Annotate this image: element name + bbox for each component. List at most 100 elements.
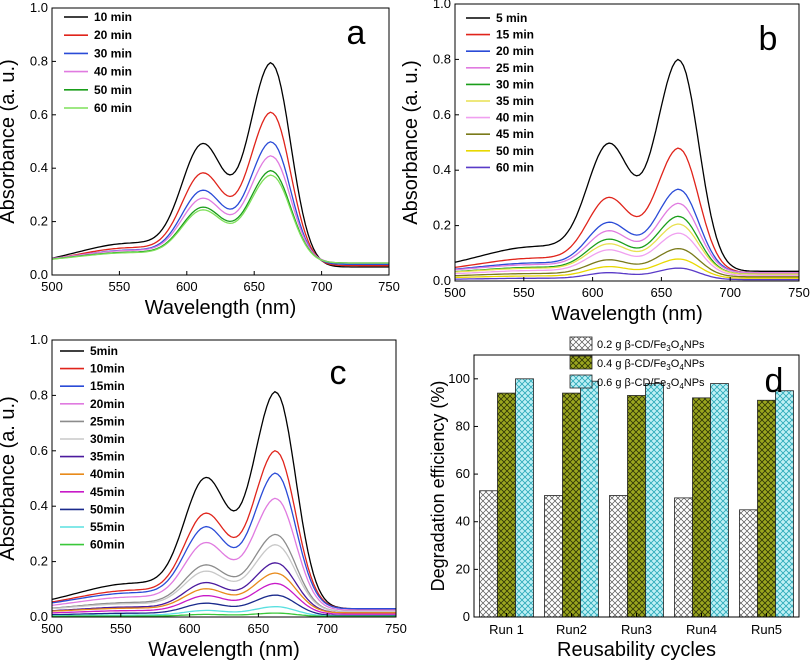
bar <box>497 392 516 618</box>
legend-label: 20 min <box>94 28 132 42</box>
bar <box>645 383 664 618</box>
bar <box>757 399 776 618</box>
series-line <box>455 247 799 278</box>
legend-label: 50min <box>90 502 125 516</box>
series-line <box>51 582 396 615</box>
bar <box>544 495 563 618</box>
x-tick-label: 500 <box>444 285 466 300</box>
bar <box>739 509 758 618</box>
y-tick-label: 100 <box>448 371 470 386</box>
legend-label: 30min <box>90 432 125 446</box>
x-tick-label: 750 <box>788 285 810 300</box>
bar <box>692 397 711 618</box>
x-tick-label: 700 <box>311 279 333 294</box>
legend-label: 25min <box>90 414 125 428</box>
series-line <box>51 472 396 610</box>
legend-label: 55min <box>90 520 125 534</box>
legend-label: 15 min <box>496 28 534 42</box>
series-line <box>454 223 799 275</box>
legend-label: 15min <box>90 379 125 393</box>
legend-label: 45 min <box>496 127 534 141</box>
y-tick-label: 60 <box>456 466 470 481</box>
y-tick-label: 0.6 <box>433 107 451 122</box>
bar <box>479 490 498 618</box>
series-line <box>51 572 396 614</box>
x-tick-label: 650 <box>243 279 265 294</box>
series-line <box>454 232 799 277</box>
bar <box>710 383 729 618</box>
panel-letter: c <box>330 354 347 392</box>
x-axis-label: Wavelength (nm) <box>145 297 297 319</box>
y-tick-label: 0.8 <box>433 51 451 66</box>
x-tick-label: Run3 <box>621 622 652 637</box>
series-line <box>51 497 396 611</box>
bar <box>609 495 628 618</box>
legend-label: 35 min <box>496 94 534 108</box>
y-tick-label: 0.4 <box>30 498 48 513</box>
legend-label: 40 min <box>496 111 534 125</box>
series-line <box>454 258 799 279</box>
legend-label: 10 min <box>94 10 132 24</box>
legend-swatch <box>569 374 593 389</box>
legend-label: 60min <box>90 538 125 552</box>
plot-frame <box>51 339 397 618</box>
y-tick-label: 1.0 <box>30 0 48 15</box>
y-tick-label: 0.2 <box>433 218 451 233</box>
y-tick-label: 0.6 <box>30 443 48 458</box>
y-tick-label: 1.0 <box>433 0 451 11</box>
legend-label: 60 min <box>496 160 534 174</box>
series-line <box>455 267 799 281</box>
y-tick-label: 1.0 <box>30 332 48 347</box>
panel-letter: d <box>765 362 784 400</box>
y-axis-label: Absorbance (a. u.) <box>400 60 422 225</box>
legend-label: 20min <box>90 397 125 411</box>
y-tick-label: 0.8 <box>30 53 48 68</box>
y-tick-label: 0.8 <box>30 387 48 402</box>
legend-label: 60 min <box>94 101 132 115</box>
x-tick-label: 600 <box>176 279 198 294</box>
y-tick-label: 0.0 <box>30 609 48 624</box>
x-tick-label: Run5 <box>751 622 782 637</box>
x-tick-label: Run2 <box>556 622 587 637</box>
legend-label: 40min <box>90 467 125 481</box>
x-tick-label: 500 <box>41 621 63 636</box>
x-axis-label: Wavelength (nm) <box>551 303 703 325</box>
x-tick-label: 600 <box>179 621 201 636</box>
y-tick-label: 0.4 <box>30 160 48 175</box>
legend-label: 5 min <box>496 11 527 25</box>
panel-letter: a <box>347 14 366 52</box>
y-tick-label: 40 <box>456 514 470 529</box>
panel-c: 500 550 600 650 700 750 0.0 0.2 0.4 0.6 0.8 1.0 Wave… <box>0 332 407 661</box>
panel-a: 500 550 600 650 700 750 0.0 0.2 0.4 0.6 0.8 1.0 Wave… <box>0 0 400 319</box>
y-axis-label: Absorbance (a. u.) <box>0 396 19 561</box>
x-axis-label: Wavelength (nm) <box>148 639 300 661</box>
x-tick-label: 550 <box>110 621 132 636</box>
legend-label: 5min <box>90 344 118 358</box>
series-line <box>51 111 389 267</box>
bar <box>562 392 581 618</box>
y-tick-label: 20 <box>456 561 470 576</box>
x-axis-label: Reusability cycles <box>557 639 716 661</box>
bar <box>627 395 646 618</box>
x-tick-label: 650 <box>651 285 673 300</box>
plot-frame <box>473 354 800 618</box>
x-tick-label: 500 <box>41 279 63 294</box>
panel-d: Run 1 Run2 Run3 Run4 Run5 0 20 40 60 80 100 Reusabi… <box>428 336 800 661</box>
x-tick-label: 700 <box>316 621 338 636</box>
bar <box>674 497 693 618</box>
y-axis-label: Degradation efficiency (%) <box>428 381 448 592</box>
legend-label: 20 min <box>496 44 534 58</box>
y-tick-label: 80 <box>456 418 470 433</box>
legend-label: 45min <box>90 485 125 499</box>
legend-label: 35min <box>90 450 125 464</box>
plot-frame <box>51 7 390 276</box>
plot-frame <box>454 3 800 282</box>
x-tick-label: 750 <box>385 621 407 636</box>
series-line <box>52 612 396 618</box>
series-line <box>51 61 389 268</box>
x-tick-label: Run4 <box>686 622 717 637</box>
x-tick-label: Run 1 <box>489 622 524 637</box>
legend-label: 40 min <box>94 65 132 79</box>
series-line <box>454 202 799 274</box>
legend-swatch <box>569 336 593 351</box>
